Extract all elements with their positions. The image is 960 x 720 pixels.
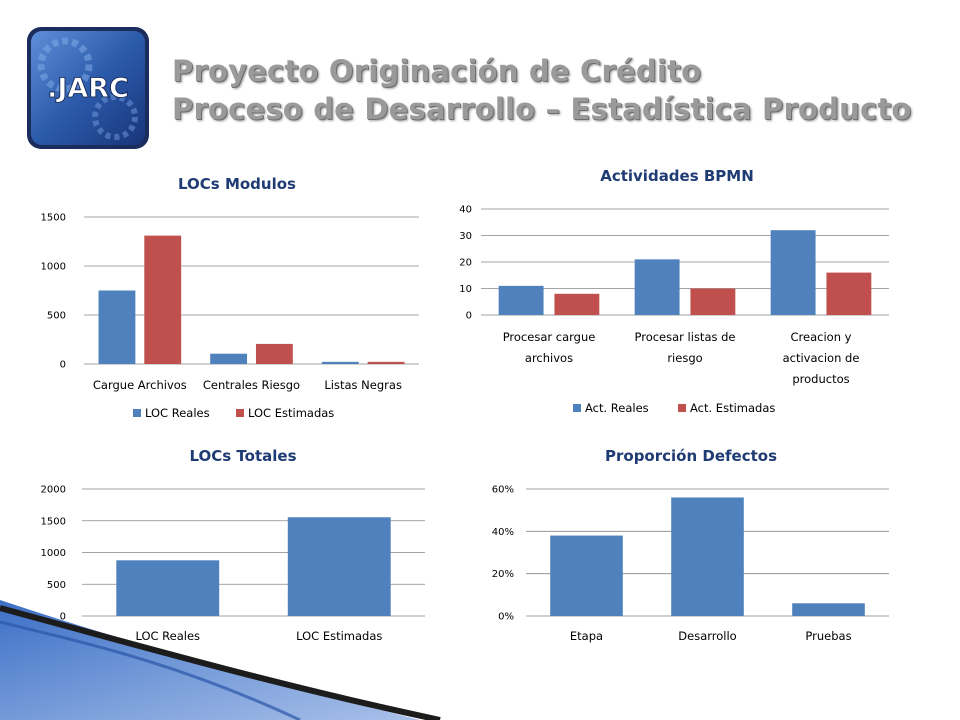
- y-tick-label: 1500: [41, 213, 66, 224]
- y-tick-label: 0: [60, 360, 66, 371]
- bar: [321, 361, 359, 364]
- x-category-label: Cargue Archivos: [93, 378, 187, 392]
- bar: [144, 235, 182, 364]
- legend-swatch: [133, 409, 141, 417]
- title-line-2: Proceso de Desarrollo – Estadística Prod…: [172, 92, 912, 126]
- bar: [690, 288, 736, 315]
- x-category-label: LOC Reales: [135, 629, 200, 643]
- bar: [255, 343, 293, 364]
- chart-title: LOCs Totales: [189, 447, 296, 465]
- chart-title: Proporción Defectos: [605, 447, 777, 465]
- y-tick-label: 2000: [41, 485, 66, 496]
- gear-icon: [37, 37, 93, 93]
- legend-label: LOC Estimadas: [248, 406, 334, 420]
- slide-title: Proyecto Originación de Crédito Proceso …: [172, 52, 912, 128]
- bar: [367, 361, 405, 364]
- bar: [792, 603, 865, 616]
- x-category-label: Procesar listas de: [634, 330, 735, 344]
- x-category-label: Creacion y: [791, 330, 852, 344]
- logo-text: .JARC: [47, 73, 129, 104]
- y-tick-label: 10: [459, 284, 472, 295]
- y-tick-label: 0: [466, 311, 472, 322]
- bar: [116, 560, 220, 616]
- y-tick-label: 1500: [41, 516, 66, 527]
- bar: [498, 285, 544, 315]
- x-category-label: Desarrollo: [678, 629, 736, 643]
- bar: [287, 517, 391, 616]
- y-tick-label: 30: [459, 231, 472, 242]
- y-tick-label: 1000: [41, 548, 66, 559]
- x-category-label: Centrales Riesgo: [203, 378, 300, 392]
- chart-title: LOCs Modulos: [178, 175, 296, 193]
- y-tick-label: 60%: [492, 485, 514, 496]
- legend-label: Act. Reales: [585, 401, 649, 415]
- bar: [826, 272, 872, 315]
- legend-label: Act. Estimadas: [690, 401, 775, 415]
- x-category-label: activacion de: [783, 351, 860, 365]
- y-tick-label: 1000: [41, 262, 66, 273]
- title-line-1: Proyecto Originación de Crédito: [172, 54, 702, 88]
- y-tick-label: 0: [60, 612, 66, 623]
- chart-title: Actividades BPMN: [600, 167, 754, 185]
- y-tick-label: 0%: [498, 612, 514, 623]
- bar: [550, 535, 623, 616]
- y-tick-label: 500: [47, 580, 66, 591]
- x-category-label: Procesar cargue: [503, 330, 596, 344]
- bar: [98, 290, 136, 364]
- legend-label: LOC Reales: [145, 406, 210, 420]
- y-tick-label: 40%: [492, 527, 514, 538]
- x-category-label: Listas Negras: [324, 378, 402, 392]
- y-tick-label: 500: [47, 311, 66, 322]
- x-category-label: riesgo: [667, 351, 702, 365]
- x-category-label: Etapa: [570, 629, 603, 643]
- bar: [634, 259, 680, 315]
- y-tick-label: 20%: [492, 569, 514, 580]
- legend-swatch: [236, 409, 244, 417]
- bar: [554, 293, 600, 315]
- y-tick-label: 20: [459, 258, 472, 269]
- bar: [770, 230, 816, 315]
- x-category-label: archivos: [525, 351, 573, 365]
- x-category-label: Pruebas: [805, 629, 851, 643]
- bar: [671, 497, 744, 616]
- legend-swatch: [573, 404, 581, 412]
- legend-swatch: [678, 404, 686, 412]
- x-category-label: productos: [792, 372, 849, 386]
- decorative-swoosh: [0, 600, 441, 720]
- y-tick-label: 40: [459, 205, 472, 216]
- x-category-label: LOC Estimadas: [296, 629, 382, 643]
- bar: [210, 353, 248, 364]
- jarc-logo: .JARC: [27, 27, 149, 149]
